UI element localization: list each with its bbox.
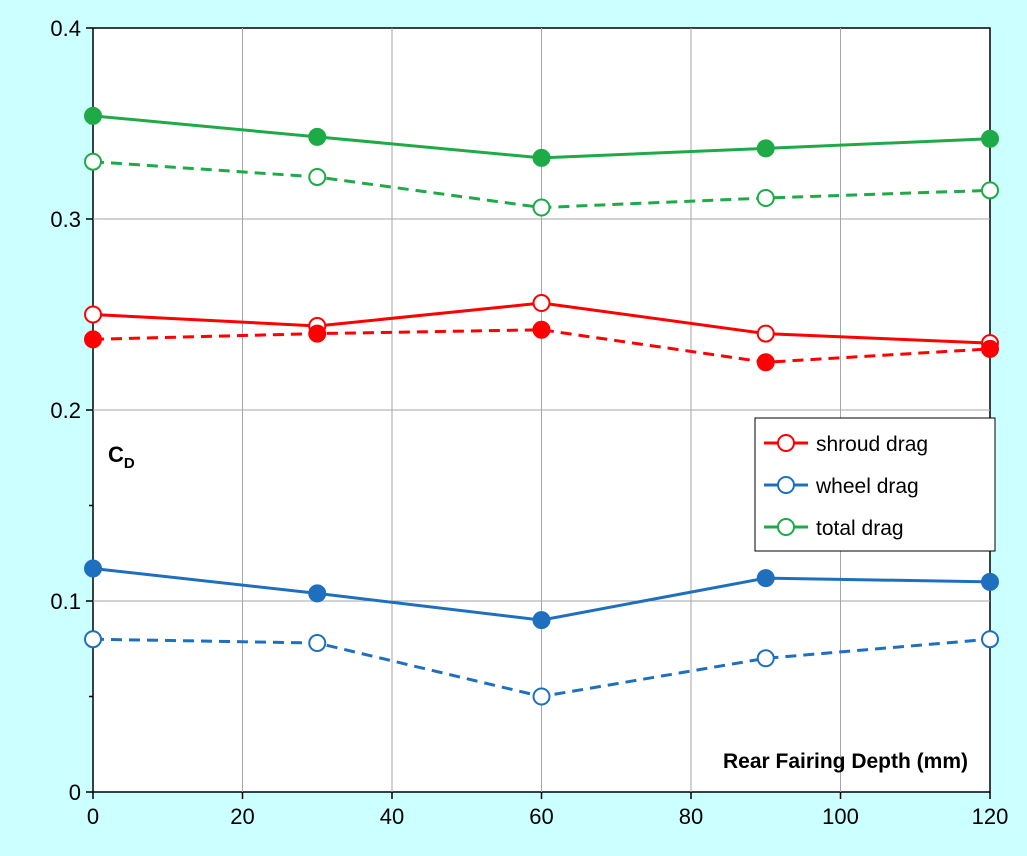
data-point (532, 320, 551, 339)
data-point (84, 152, 102, 171)
data-point (84, 330, 102, 349)
series-group (84, 630, 999, 706)
legend-label: shroud drag (816, 433, 928, 456)
y-tick-label: 0.3 (50, 207, 81, 232)
y-tick-label: 0.2 (50, 398, 81, 423)
x-tick-label: 80 (679, 804, 703, 829)
legend-marker (777, 476, 795, 494)
legend-marker (777, 518, 795, 536)
data-point (308, 127, 327, 146)
data-point (756, 188, 775, 207)
data-point (981, 181, 999, 200)
data-point (756, 139, 775, 158)
grid-lines (93, 28, 990, 792)
data-point (84, 630, 102, 649)
y-tick-label: 0.1 (50, 589, 81, 614)
y-tick-label: 0.4 (50, 16, 81, 41)
data-point (84, 106, 102, 125)
data-point (756, 324, 775, 343)
series-line (92, 328, 991, 364)
data-point (756, 569, 775, 588)
x-tick-label: 20 (230, 804, 254, 829)
x-axis-label: Rear Fairing Depth (mm) (723, 750, 968, 773)
series-group (84, 152, 999, 217)
data-point (981, 339, 999, 358)
data-point (308, 167, 327, 186)
data-point (308, 324, 327, 343)
x-tick-label: 100 (822, 804, 859, 829)
data-point (84, 559, 102, 578)
series-group (84, 106, 999, 167)
data-point (981, 572, 999, 591)
y-axis-label: CD (108, 442, 135, 472)
data-point (308, 634, 327, 653)
data-point (532, 148, 551, 167)
data-point (532, 294, 551, 313)
data-point (532, 198, 551, 217)
data-point (756, 353, 775, 372)
tick-labels: 0 20 40 60 80 100 120 0 0.1 0.2 0.3 0.4 (50, 16, 1008, 829)
y-axis-label-subscript: D (124, 455, 135, 472)
data-point (756, 649, 775, 668)
series-group (84, 320, 999, 372)
series-group (84, 559, 999, 630)
data-series (84, 106, 999, 706)
data-point (981, 630, 999, 649)
data-point (84, 305, 102, 324)
data-point (532, 611, 551, 630)
x-tick-label: 0 (87, 804, 99, 829)
legend-label: wheel drag (815, 475, 919, 498)
legend-label: total drag (816, 517, 904, 540)
y-axis-label-main: C (108, 442, 124, 467)
x-tick-label: 40 (380, 804, 404, 829)
x-tick-label: 60 (529, 804, 553, 829)
x-tick-label: 120 (972, 804, 1009, 829)
data-point (308, 584, 327, 603)
data-point (981, 129, 999, 148)
y-tick-label: 0 (69, 780, 81, 805)
data-point (532, 687, 551, 706)
legend: shroud drag wheel drag total drag (754, 417, 996, 552)
legend-marker (777, 434, 795, 452)
